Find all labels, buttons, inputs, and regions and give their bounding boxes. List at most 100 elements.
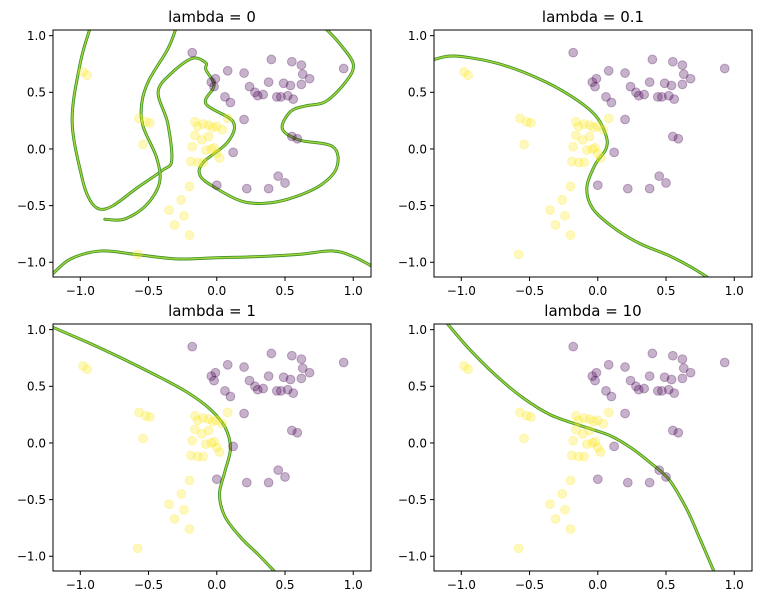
data-point-class-1 (573, 415, 584, 426)
data-point-class-1 (584, 131, 595, 142)
data-point-class-1 (138, 139, 148, 150)
data-point-class-0 (285, 374, 296, 385)
data-point-class-1 (192, 121, 203, 132)
data-point-class-0 (590, 81, 600, 92)
data-point-class-1 (565, 181, 576, 192)
data-point-class-0 (187, 47, 198, 58)
data-point-class-1 (185, 450, 196, 461)
subplot-lambda-0.1: lambda = 0.1 −1.0 −0.5 0.0 0.5 1.0 −1.0 … (398, 8, 753, 298)
data-point-class-0 (669, 388, 680, 399)
data-point-class-1 (82, 364, 93, 375)
data-point-class-1 (557, 195, 568, 205)
data-point-class-1 (196, 429, 207, 439)
data-point-class-1 (550, 219, 561, 230)
data-point-class-0 (659, 78, 670, 89)
data-point-class-1 (206, 438, 217, 448)
y-tick-label: −1.0 (17, 256, 46, 270)
data-point-class-1 (198, 157, 209, 168)
data-point-class-0 (292, 427, 303, 438)
data-point-class-1 (203, 414, 214, 425)
data-point-class-0 (280, 178, 290, 188)
data-point-class-0 (296, 373, 307, 384)
decision-boundary (53, 249, 371, 276)
x-tick-label: 0.5 (275, 578, 294, 592)
data-point-class-0 (241, 477, 252, 488)
data-point-class-1 (190, 130, 200, 141)
data-point-class-1 (198, 119, 209, 129)
data-point-class-0 (288, 388, 299, 399)
data-point-class-0 (622, 477, 633, 488)
data-point-class-1 (169, 219, 180, 230)
data-point-class-1 (222, 113, 233, 124)
data-point-class-0 (263, 77, 274, 88)
data-point-class-1 (200, 145, 211, 156)
data-point-class-0 (209, 81, 219, 92)
data-point-class-0 (239, 408, 249, 419)
y-tick-label: 0.5 (408, 380, 427, 394)
data-point-class-1 (184, 230, 195, 240)
data-point-class-1 (568, 141, 579, 152)
data-point-class-0 (209, 375, 219, 386)
data-point-class-0 (252, 90, 263, 101)
data-point-class-0 (282, 90, 293, 101)
decision-boundary-highlight (446, 324, 715, 571)
data-point-class-0 (222, 359, 233, 370)
data-point-class-1 (78, 67, 88, 77)
x-tick-label: −0.5 (515, 284, 544, 298)
data-point-class-0 (603, 359, 614, 370)
data-point-class-1 (579, 451, 590, 462)
data-point-class-1 (214, 447, 225, 457)
data-point-class-0 (644, 371, 655, 382)
data-point-class-0 (677, 373, 688, 384)
data-point-class-0 (647, 54, 658, 65)
data-point-class-1 (82, 70, 93, 81)
x-tick-label: −1.0 (447, 578, 476, 592)
data-point-class-0 (250, 381, 260, 392)
data-point-class-0 (620, 362, 630, 372)
data-point-class-1 (209, 436, 219, 447)
data-point-class-1 (179, 210, 189, 221)
data-point-class-1 (190, 116, 200, 127)
data-point-class-0 (222, 65, 233, 76)
data-point-class-1 (145, 412, 155, 422)
data-point-class-0 (280, 472, 290, 482)
data-point-class-1 (132, 249, 143, 260)
data-point-class-0 (625, 81, 636, 92)
data-point-class-1 (565, 524, 576, 534)
data-point-class-1 (515, 407, 525, 418)
data-point-class-1 (196, 135, 207, 145)
data-point-class-0 (286, 425, 297, 436)
data-point-class-0 (278, 372, 289, 383)
plot-area-frame (52, 323, 372, 572)
data-point-class-1 (566, 156, 577, 167)
data-point-class-1 (579, 119, 590, 129)
data-point-class-0 (669, 94, 680, 105)
x-tick-label: −0.5 (134, 284, 163, 298)
data-point-class-0 (620, 114, 630, 125)
y-tick-label: 1.0 (408, 323, 427, 337)
x-tick-label: 0.5 (275, 284, 294, 298)
data-point-class-1 (203, 131, 214, 142)
data-point-class-0 (644, 77, 655, 88)
data-point-class-1 (222, 407, 233, 418)
data-point-class-1 (138, 433, 148, 444)
y-tick-label: −0.5 (17, 493, 46, 507)
data-point-class-0 (606, 391, 617, 402)
data-point-class-0 (276, 385, 286, 396)
data-point-class-1 (459, 361, 469, 371)
data-point-class-1 (526, 118, 536, 128)
plot-area-frame (52, 29, 372, 278)
data-point-class-1 (571, 130, 581, 141)
data-point-class-0 (673, 133, 684, 144)
data-point-class-1 (545, 499, 555, 510)
y-tick-label: −0.5 (17, 199, 46, 213)
y-tick-label: 0.5 (27, 380, 46, 394)
data-point-class-0 (239, 114, 249, 125)
data-point-class-0 (591, 367, 602, 378)
data-point-class-0 (568, 341, 579, 352)
data-point-class-1 (459, 67, 469, 77)
data-point-class-0 (276, 91, 286, 102)
x-tick-label: 1.0 (725, 284, 744, 298)
data-point-class-1 (584, 425, 595, 436)
data-point-class-1 (206, 144, 217, 154)
